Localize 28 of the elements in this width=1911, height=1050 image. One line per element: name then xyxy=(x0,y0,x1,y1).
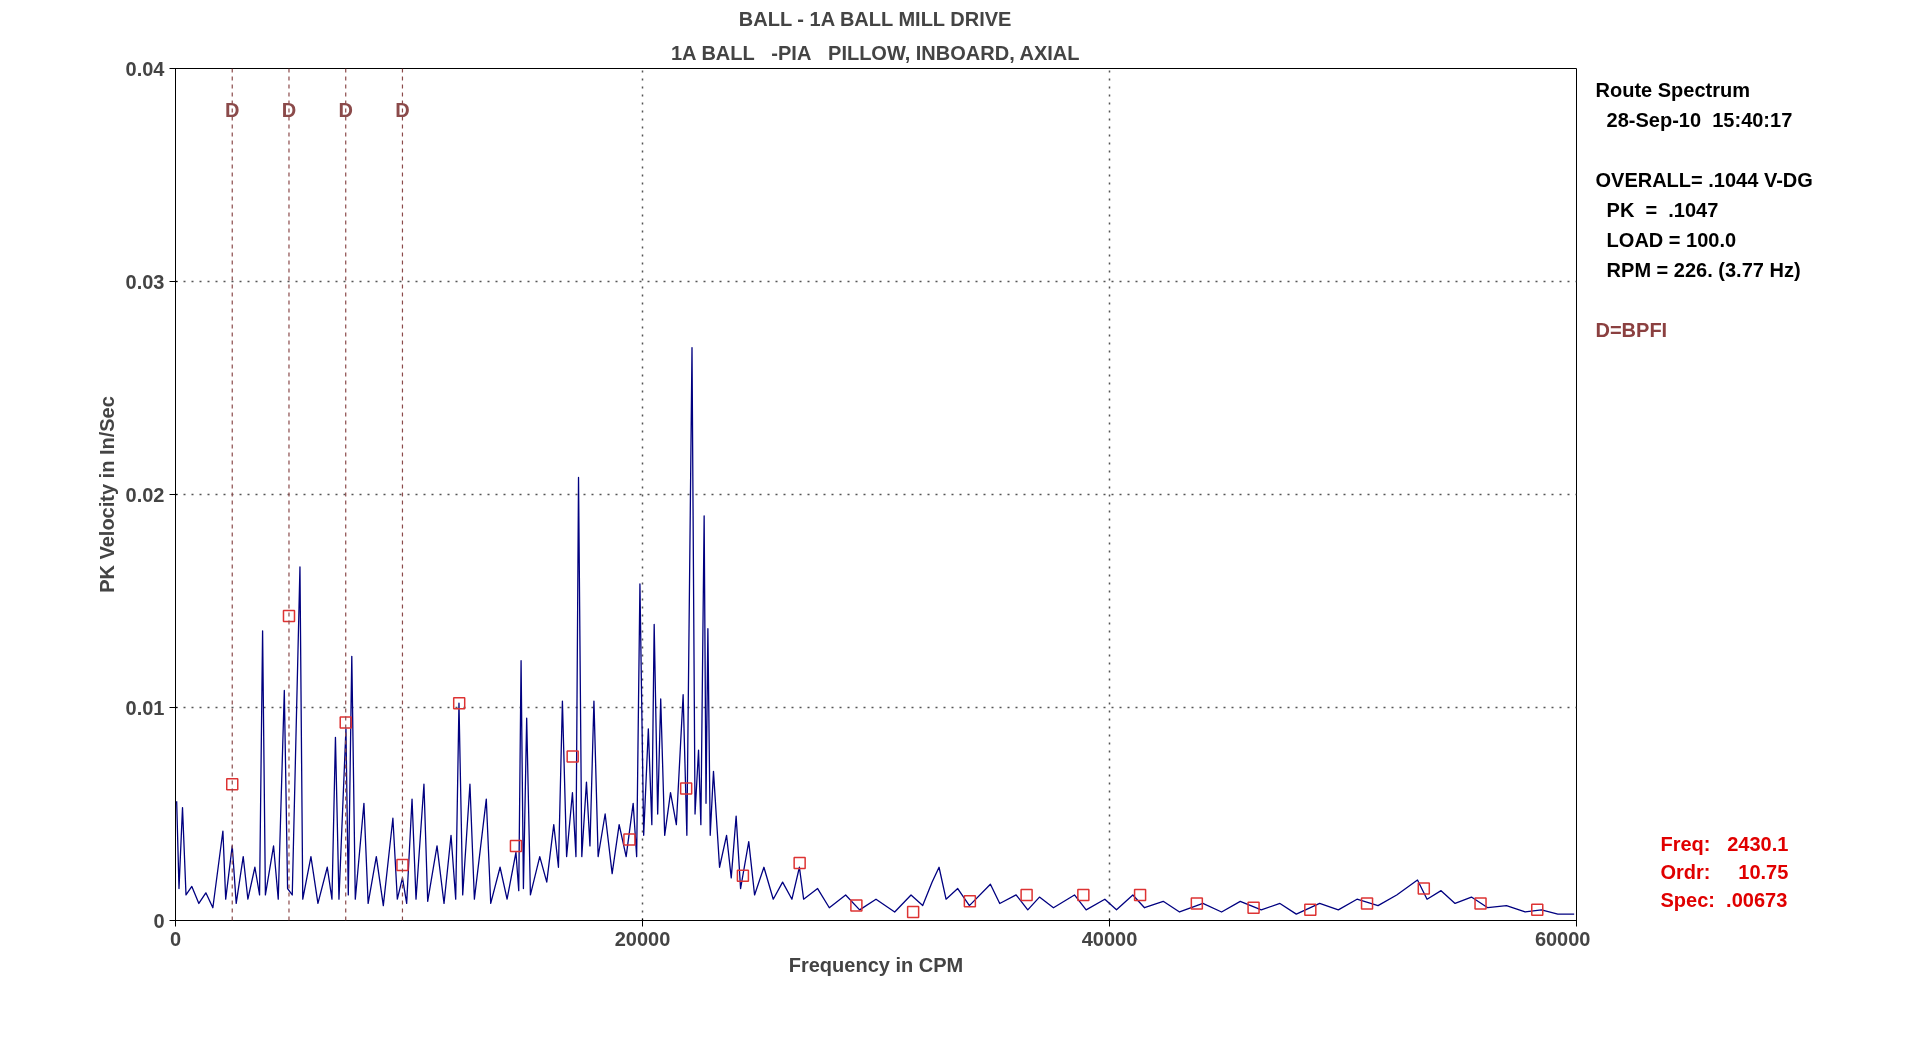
chart-title: BALL - 1A BALL MILL DRIVE xyxy=(738,7,1012,30)
text: Route Spectrum xyxy=(1595,78,1750,101)
ref-line-label: D xyxy=(338,98,353,121)
text: Spec: .00673 xyxy=(1660,888,1788,911)
x-axis-title: Frequency in CPM xyxy=(788,953,964,976)
text: PK = .1047 xyxy=(1595,198,1719,221)
y-tick-label: 0.01 xyxy=(125,696,165,719)
y-tick-label: 0 xyxy=(153,909,165,932)
text: RPM = 226. (3.77 Hz) xyxy=(1595,258,1801,281)
text: D=BPFI xyxy=(1595,318,1668,341)
y-axis-title: PK Velocity in In/Sec xyxy=(95,396,118,593)
text: 28-Sep-10 15:40:17 xyxy=(1595,108,1793,131)
text: LOAD = 100.0 xyxy=(1595,228,1737,251)
y-tick-label: 0.03 xyxy=(125,270,165,293)
y-tick-label: 0.04 xyxy=(125,57,166,80)
chart-subtitle: 1A BALL -PIA PILLOW, INBOARD, AXIAL xyxy=(671,41,1080,64)
ref-line-label: D xyxy=(281,98,297,121)
text: OVERALL= .1044 V-DG xyxy=(1595,168,1813,191)
x-tick-label: 40000 xyxy=(1081,927,1138,950)
x-tick-label: 60000 xyxy=(1534,927,1591,950)
y-tick-label: 0.02 xyxy=(125,483,165,506)
ref-line-label: D xyxy=(395,98,410,121)
x-tick-label: 0 xyxy=(169,927,182,950)
line-series xyxy=(176,346,1575,915)
x-tick-label: 20000 xyxy=(614,927,671,950)
text: Freq: 2430.1 xyxy=(1660,832,1789,855)
ref-line-label: D xyxy=(225,98,240,121)
text: Ordr: 10.75 xyxy=(1660,860,1789,883)
